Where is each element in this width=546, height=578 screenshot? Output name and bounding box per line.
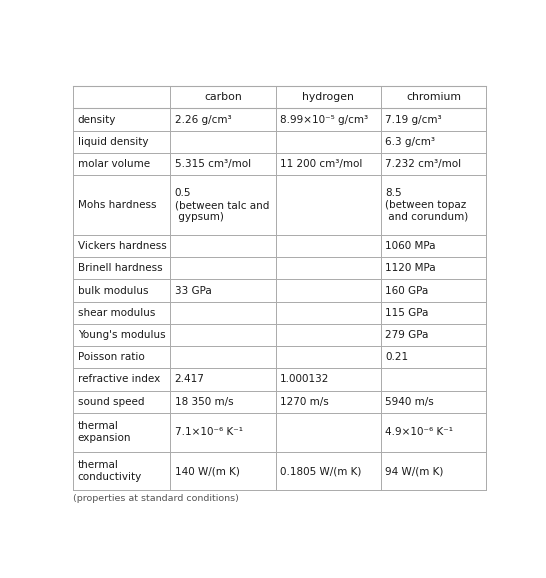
Text: 6.3 g/cm³: 6.3 g/cm³ bbox=[385, 137, 435, 147]
Text: 18 350 m/s: 18 350 m/s bbox=[175, 397, 233, 406]
Text: sound speed: sound speed bbox=[78, 397, 144, 406]
Text: 115 GPa: 115 GPa bbox=[385, 308, 429, 318]
Text: 279 GPa: 279 GPa bbox=[385, 330, 429, 340]
Text: 2.26 g/cm³: 2.26 g/cm³ bbox=[175, 114, 232, 125]
Text: 140 W/(m K): 140 W/(m K) bbox=[175, 466, 240, 476]
Text: shear modulus: shear modulus bbox=[78, 308, 155, 318]
Text: bulk modulus: bulk modulus bbox=[78, 286, 148, 295]
Text: Young's modulus: Young's modulus bbox=[78, 330, 165, 340]
Text: carbon: carbon bbox=[204, 92, 242, 102]
Text: 0.5
(between talc and
 gypsum): 0.5 (between talc and gypsum) bbox=[175, 188, 269, 222]
Text: Brinell hardness: Brinell hardness bbox=[78, 264, 162, 273]
Text: 33 GPa: 33 GPa bbox=[175, 286, 211, 295]
Text: 8.5
(between topaz
 and corundum): 8.5 (between topaz and corundum) bbox=[385, 188, 468, 222]
Text: Poisson ratio: Poisson ratio bbox=[78, 352, 144, 362]
Text: 7.232 cm³/mol: 7.232 cm³/mol bbox=[385, 159, 461, 169]
Text: thermal
conductivity: thermal conductivity bbox=[78, 460, 142, 482]
Text: (properties at standard conditions): (properties at standard conditions) bbox=[73, 494, 239, 503]
Text: liquid density: liquid density bbox=[78, 137, 148, 147]
Text: Mohs hardness: Mohs hardness bbox=[78, 200, 156, 210]
Text: 11 200 cm³/mol: 11 200 cm³/mol bbox=[280, 159, 363, 169]
Text: Vickers hardness: Vickers hardness bbox=[78, 241, 167, 251]
Text: 94 W/(m K): 94 W/(m K) bbox=[385, 466, 443, 476]
Text: 0.21: 0.21 bbox=[385, 352, 408, 362]
Text: 8.99×10⁻⁵ g/cm³: 8.99×10⁻⁵ g/cm³ bbox=[280, 114, 368, 125]
Text: 5940 m/s: 5940 m/s bbox=[385, 397, 434, 406]
Text: 5.315 cm³/mol: 5.315 cm³/mol bbox=[175, 159, 251, 169]
Text: hydrogen: hydrogen bbox=[302, 92, 354, 102]
Text: molar volume: molar volume bbox=[78, 159, 150, 169]
Text: 1060 MPa: 1060 MPa bbox=[385, 241, 436, 251]
Text: 0.1805 W/(m K): 0.1805 W/(m K) bbox=[280, 466, 361, 476]
Text: density: density bbox=[78, 114, 116, 125]
Text: refractive index: refractive index bbox=[78, 375, 160, 384]
Text: 4.9×10⁻⁶ K⁻¹: 4.9×10⁻⁶ K⁻¹ bbox=[385, 427, 453, 437]
Text: 1270 m/s: 1270 m/s bbox=[280, 397, 329, 406]
Text: 1.000132: 1.000132 bbox=[280, 375, 329, 384]
Text: 160 GPa: 160 GPa bbox=[385, 286, 429, 295]
Text: thermal
expansion: thermal expansion bbox=[78, 421, 131, 443]
Text: 1120 MPa: 1120 MPa bbox=[385, 264, 436, 273]
Text: chromium: chromium bbox=[406, 92, 461, 102]
Text: 7.19 g/cm³: 7.19 g/cm³ bbox=[385, 114, 442, 125]
Text: 2.417: 2.417 bbox=[175, 375, 205, 384]
Text: 7.1×10⁻⁶ K⁻¹: 7.1×10⁻⁶ K⁻¹ bbox=[175, 427, 242, 437]
